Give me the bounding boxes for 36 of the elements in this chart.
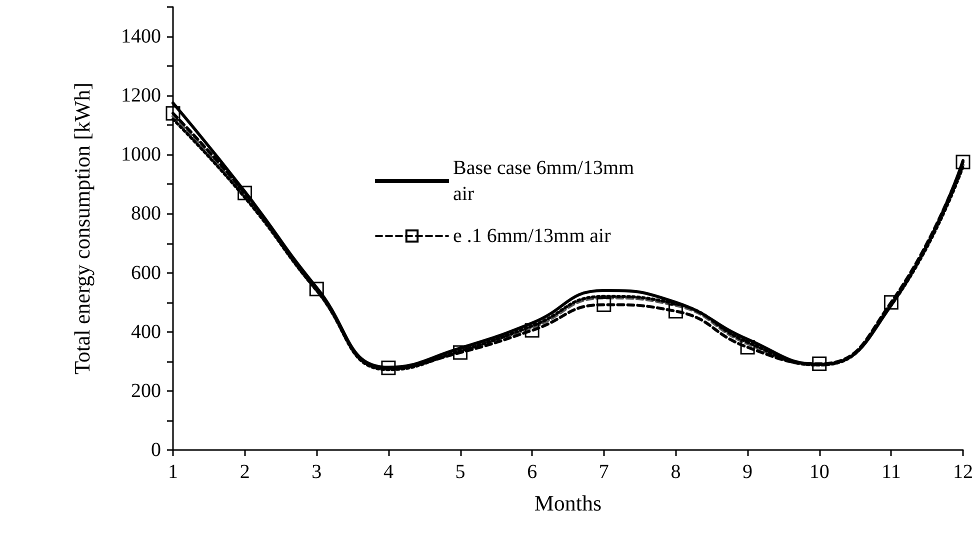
x-axis-title: Months xyxy=(534,490,602,516)
y-tick-label: 200 xyxy=(131,380,161,402)
x-tick-label: 12 xyxy=(953,461,973,483)
x-tick-label: 7 xyxy=(598,461,609,483)
x-tick-label: 1 xyxy=(168,461,178,483)
x-tick-label: 10 xyxy=(809,461,830,483)
point xyxy=(381,360,396,376)
legend-label: e .1 6mm/13mm air xyxy=(453,225,612,247)
y-tick-label: 1200 xyxy=(121,84,161,107)
x-tick-label: 9 xyxy=(742,461,753,483)
y-tick-label: 1400 xyxy=(121,26,161,48)
point xyxy=(453,345,468,360)
point xyxy=(812,356,827,372)
point xyxy=(524,323,540,338)
point xyxy=(740,340,755,354)
y-tick-label: 0 xyxy=(151,439,161,461)
point xyxy=(668,304,683,318)
y-tick-label: 400 xyxy=(131,320,161,343)
y-tick-label: 1000 xyxy=(121,144,161,166)
x-tick-label: 3 xyxy=(312,461,322,483)
x-tick-label: 5 xyxy=(455,461,466,483)
point xyxy=(884,295,898,310)
point xyxy=(956,154,970,170)
y-tick-label: 600 xyxy=(131,262,161,284)
point xyxy=(309,282,324,296)
legend-label: Base case 6mm/13mm air xyxy=(453,157,640,205)
point xyxy=(166,106,180,121)
x-tick-label: 6 xyxy=(527,461,538,483)
x-tick-label: 2 xyxy=(240,461,250,483)
x-tick-label: 11 xyxy=(882,461,901,483)
y-tick-label: 800 xyxy=(131,202,161,225)
x-tick-label: 8 xyxy=(670,461,681,483)
y-axis-title: Total energy consumption [kWh] xyxy=(70,82,94,374)
point xyxy=(596,297,612,312)
x-tick-label: 4 xyxy=(383,461,394,483)
point xyxy=(238,186,252,200)
